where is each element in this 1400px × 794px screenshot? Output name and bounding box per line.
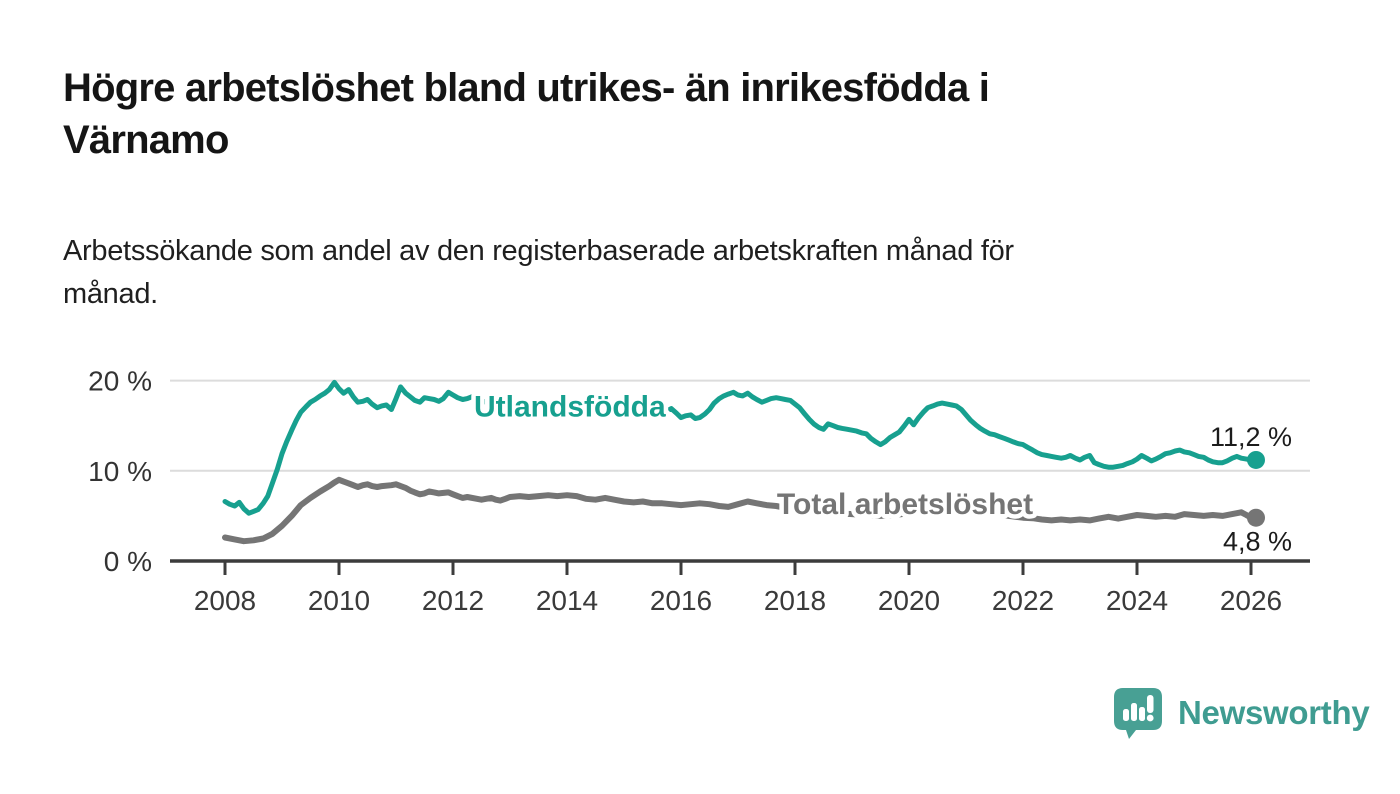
y-tick-label: 0 % bbox=[104, 546, 152, 577]
x-tick-label: 2008 bbox=[194, 585, 256, 616]
x-tick-label: 2024 bbox=[1106, 585, 1168, 616]
series-end-value-label-0: 11,2 % bbox=[1210, 422, 1292, 452]
series-name-label-1: Total arbetslöshet bbox=[777, 488, 1033, 521]
page-title-line-1: Högre arbetslöshet bland utrikes- än inr… bbox=[63, 66, 990, 110]
logo-bar-1 bbox=[1123, 709, 1129, 721]
x-tick-label: 2010 bbox=[308, 585, 370, 616]
chart-subtitle-line-2: månad. bbox=[63, 278, 158, 310]
x-tick-label: 2016 bbox=[650, 585, 712, 616]
y-tick-label: 20 % bbox=[88, 366, 152, 397]
series-line-0 bbox=[222, 379, 1254, 516]
x-tick-label: 2018 bbox=[764, 585, 826, 616]
x-tick-label: 2020 bbox=[878, 585, 940, 616]
x-tick-label: 2022 bbox=[992, 585, 1054, 616]
chart-subtitle: Arbetssökande som andel av den registerb… bbox=[63, 230, 1014, 316]
logo-bar-3 bbox=[1139, 707, 1145, 721]
series-end-dot-0 bbox=[1247, 450, 1265, 469]
logo-bar-2 bbox=[1131, 703, 1137, 721]
series-name-label-0: Utlandsfödda bbox=[474, 391, 666, 424]
brand-footer: Newsworthy bbox=[1112, 686, 1370, 740]
x-tick-label: 2014 bbox=[536, 585, 598, 616]
logo-speech-bubble bbox=[1114, 688, 1162, 739]
brand-name: Newsworthy bbox=[1178, 694, 1370, 731]
series-end-value-label-1: 4,8 % bbox=[1223, 527, 1292, 557]
logo-exclamation-bar bbox=[1147, 695, 1154, 713]
x-tick-label: 2012 bbox=[422, 585, 484, 616]
page-title: Högre arbetslöshet bland utrikes- än inr… bbox=[63, 62, 990, 166]
page-title-line-2: Värnamo bbox=[63, 118, 229, 162]
newsworthy-logo-icon bbox=[1114, 688, 1162, 739]
logo-exclamation-dot bbox=[1146, 714, 1154, 722]
series-line-1 bbox=[222, 476, 1254, 545]
chart-subtitle-line-1: Arbetssökande som andel av den registerb… bbox=[63, 235, 1014, 267]
series-end-dot-1 bbox=[1247, 508, 1265, 527]
x-tick-label: 2026 bbox=[1220, 585, 1282, 616]
y-tick-label: 10 % bbox=[88, 456, 152, 487]
